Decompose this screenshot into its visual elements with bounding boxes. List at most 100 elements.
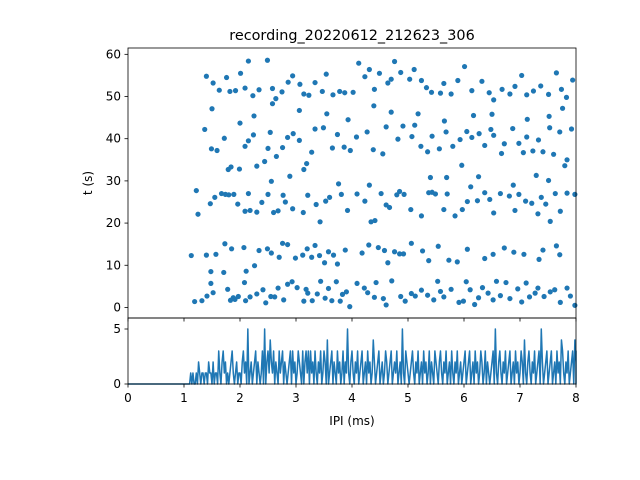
raster-point (409, 133, 415, 140)
raster-point (242, 85, 248, 91)
raster-point (305, 290, 311, 296)
raster-point (423, 85, 430, 91)
raster-point (530, 88, 537, 94)
raster-point (435, 278, 441, 284)
raster-point (338, 191, 344, 197)
raster-point (222, 241, 228, 247)
histogram-line (128, 328, 577, 385)
raster-point (282, 199, 288, 205)
raster-point (347, 304, 353, 310)
raster-point (568, 126, 575, 132)
raster-point (214, 147, 220, 154)
raster-point (237, 120, 243, 126)
raster-point (378, 190, 384, 197)
raster-point (395, 136, 401, 142)
raster-point (441, 206, 447, 213)
raster-point (516, 191, 522, 197)
raster-point (388, 109, 394, 115)
raster-point (264, 57, 271, 63)
raster-point (446, 257, 452, 263)
raster-point (380, 295, 386, 302)
raster-y-tick-label: 0 (113, 300, 121, 314)
raster-point (371, 294, 377, 300)
raster-point (236, 166, 243, 172)
raster-point (454, 259, 460, 265)
raster-point (562, 163, 568, 169)
raster-point (218, 190, 225, 197)
raster-point (256, 87, 262, 93)
raster-point (323, 71, 329, 77)
raster-point (289, 279, 295, 285)
raster-point (557, 208, 563, 214)
raster-point (241, 279, 248, 286)
raster-point (371, 103, 377, 109)
raster-point (545, 177, 552, 184)
raster-point (383, 124, 389, 130)
raster-point (398, 293, 404, 300)
raster-point (489, 111, 495, 117)
raster-point (300, 209, 306, 216)
raster-point (296, 137, 302, 143)
raster-point (263, 300, 269, 306)
raster-point (467, 287, 473, 293)
raster-point (325, 285, 332, 292)
raster-point (418, 213, 425, 219)
raster-point (535, 211, 541, 217)
raster-point (543, 201, 549, 207)
raster-point (415, 111, 421, 117)
raster-point (564, 157, 570, 163)
raster-point (342, 90, 348, 96)
raster-y-axis-label: t (s) (81, 171, 95, 195)
raster-point (510, 125, 516, 132)
raster-point (490, 297, 496, 303)
raster-point (429, 133, 435, 139)
raster-point (195, 211, 201, 217)
raster-point (540, 247, 546, 253)
raster-point (334, 131, 341, 138)
raster-point (482, 255, 488, 262)
raster-point (546, 113, 552, 119)
raster-point (407, 76, 413, 82)
raster-point (353, 134, 360, 140)
raster-point (199, 298, 205, 304)
raster-point (523, 198, 529, 204)
raster-point (493, 278, 500, 284)
raster-point (507, 295, 513, 302)
raster-point (521, 251, 527, 257)
raster-point (285, 134, 291, 141)
raster-point (329, 298, 335, 304)
raster-point (227, 88, 233, 95)
raster-point (309, 254, 315, 260)
raster-point (207, 201, 213, 207)
raster-point (398, 69, 404, 76)
raster-point (381, 247, 388, 254)
raster-plot: 0 10 20 30 40 50 60 (106, 47, 578, 322)
raster-point (292, 255, 299, 261)
raster-point (254, 163, 260, 169)
raster-point (519, 299, 525, 305)
raster-point (265, 191, 271, 197)
raster-point (391, 249, 398, 255)
raster-point (418, 143, 424, 149)
raster-point (510, 182, 516, 188)
raster-point (470, 112, 477, 119)
raster-point (304, 160, 310, 167)
raster-point (512, 83, 518, 89)
raster-y-tick-label: 30 (106, 174, 121, 188)
raster-point (280, 192, 286, 198)
raster-point (376, 70, 383, 76)
raster-point (557, 252, 563, 258)
raster-point (370, 147, 376, 153)
raster-point (265, 145, 271, 152)
raster-point (485, 290, 491, 296)
raster-point (232, 88, 239, 94)
raster-point (221, 135, 227, 141)
raster-point (251, 263, 258, 269)
raster-point (431, 297, 437, 303)
raster-point (188, 252, 194, 259)
raster-point (325, 249, 332, 255)
raster-point (425, 292, 431, 298)
raster-point (314, 291, 320, 297)
raster-point (512, 207, 518, 214)
raster-point (418, 77, 425, 84)
